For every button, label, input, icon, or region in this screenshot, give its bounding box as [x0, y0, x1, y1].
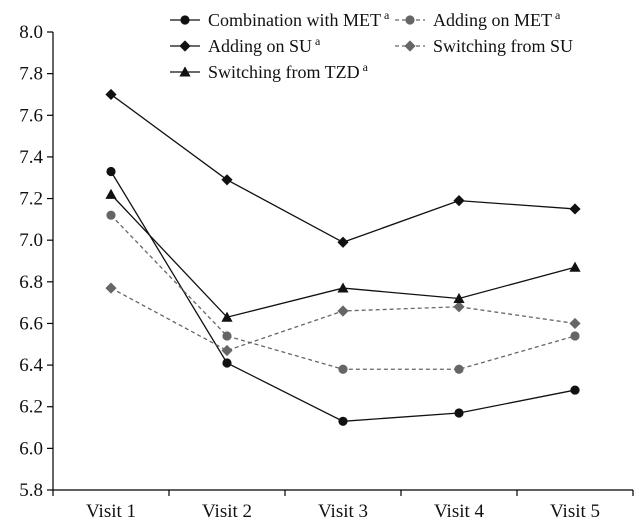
series-line — [110, 287, 576, 352]
data-point — [570, 331, 580, 341]
y-tick-label: 5.8 — [19, 480, 43, 501]
data-point — [105, 88, 117, 101]
legend-marker — [404, 40, 416, 52]
x-tick-label: Visit 3 — [318, 501, 368, 522]
data-point — [337, 305, 349, 317]
y-tick-label: 6.0 — [19, 438, 43, 459]
series-4 — [105, 188, 581, 322]
data-point — [453, 301, 465, 313]
x-tick-label: Visit 5 — [550, 501, 600, 522]
x-tick-label: Visit 2 — [202, 501, 252, 522]
series-line — [110, 171, 576, 422]
data-point — [569, 203, 581, 215]
legend-marker — [179, 66, 191, 77]
x-tick-label: Visit 1 — [86, 501, 136, 522]
data-point — [337, 282, 349, 293]
y-tick-label: 6.4 — [19, 355, 43, 376]
data-point — [106, 166, 116, 177]
legend-marker — [180, 15, 190, 25]
data-point — [221, 344, 233, 357]
data-point — [337, 236, 349, 248]
series-1 — [106, 210, 580, 374]
y-tick-label: 7.8 — [19, 64, 43, 85]
y-tick-label: 7.4 — [19, 147, 43, 168]
y-tick-label: 7.2 — [19, 189, 43, 210]
data-point — [222, 358, 232, 368]
data-point — [222, 331, 232, 341]
y-tick-label: 6.6 — [19, 313, 43, 334]
series-line — [110, 193, 576, 318]
legend-label: Adding on SU a — [208, 34, 321, 56]
series-3 — [105, 282, 581, 357]
series-layer — [105, 88, 581, 426]
series-line — [110, 93, 576, 243]
data-point — [453, 195, 465, 207]
data-point — [454, 408, 464, 418]
legend: Combination with MET a Adding on MET a Addin… — [170, 8, 573, 82]
legend-entry: Combination with MET a — [170, 8, 390, 30]
data-point — [569, 261, 581, 272]
y-tick-label: 7.6 — [19, 105, 43, 126]
series-2 — [105, 88, 581, 248]
data-point — [221, 174, 233, 186]
y-tick-label: 6.2 — [19, 397, 43, 418]
y-tick-label: 6.8 — [19, 272, 43, 293]
data-point — [570, 385, 580, 395]
data-point — [105, 188, 117, 199]
legend-label: Adding on MET a — [433, 8, 561, 30]
x-tick-label: Visit 4 — [434, 501, 485, 522]
series-0 — [106, 166, 580, 426]
data-point — [454, 364, 464, 374]
data-point — [106, 210, 116, 220]
data-point — [105, 282, 117, 294]
legend-label: Combination with MET a — [208, 8, 390, 30]
legend-entry: Adding on SU a — [170, 34, 321, 56]
axes: 5.8 6.0 6.2 6.4 6.6 6.8 7.0 7.2 7.4 7.6 7.8 8.0 Visi… — [19, 22, 634, 522]
y-tick-label: 8.0 — [19, 22, 43, 43]
data-point — [569, 317, 581, 330]
legend-marker — [179, 40, 191, 52]
data-point — [221, 311, 233, 322]
legend-label: Switching from SU — [433, 36, 573, 56]
legend-marker — [405, 15, 415, 25]
legend-entry: Switching from SU — [395, 36, 573, 56]
legend-entry: Switching from TZD a — [170, 60, 369, 82]
data-point — [453, 292, 465, 303]
y-tick-label: 7.0 — [19, 230, 43, 251]
data-point — [338, 364, 348, 374]
data-point — [338, 416, 348, 426]
legend-label: Switching from TZD a — [208, 60, 369, 82]
legend-entry: Adding on MET a — [395, 8, 561, 30]
